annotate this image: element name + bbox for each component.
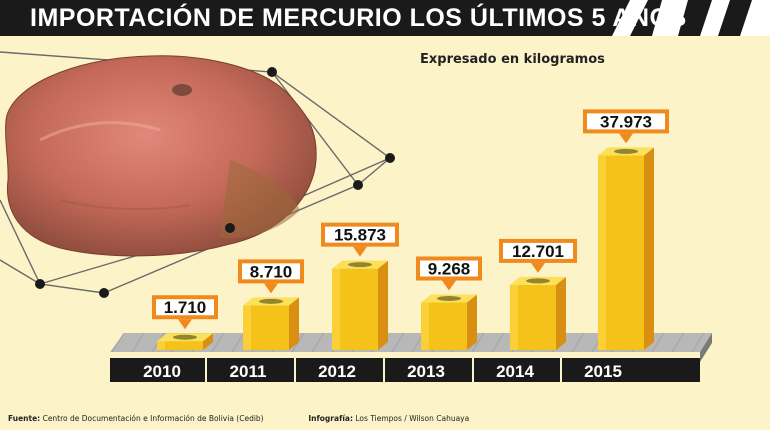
title-stripes-decoration (612, 0, 770, 36)
value-label-2015: 37.973 (583, 109, 669, 144)
footer: Fuente: Centro de Documentación e Inform… (8, 414, 469, 423)
credit-label: Infografía: (308, 414, 353, 423)
bar-2010 (157, 333, 213, 350)
year-label-2014: 2014 (496, 362, 534, 381)
chart-subtitle: Expresado en kilogramos (420, 52, 605, 67)
value-label-text: 12.701 (512, 242, 564, 261)
value-label-2012: 15.873 (321, 222, 399, 257)
mercury-ore-rock-illustration (5, 55, 317, 257)
bar-2014 (510, 276, 566, 350)
value-label-text: 15.873 (334, 226, 386, 245)
value-label-text: 9.268 (428, 260, 471, 279)
bar-2013 (421, 294, 477, 350)
chart-title: IMPORTACIÓN DE MERCURIO LOS ÚLTIMOS 5 AÑ… (30, 4, 687, 32)
value-label-text: 37.973 (600, 112, 652, 131)
value-label-2013: 9.268 (416, 256, 482, 291)
year-band (110, 358, 700, 382)
year-label-2013: 2013 (407, 362, 445, 381)
year-label-2011: 2011 (230, 362, 267, 381)
source-text: Centro de Documentación e Información de… (42, 414, 264, 423)
source-label: Fuente: (8, 414, 41, 423)
credit-text: Los Tiempos / Wilson Cahuaya (355, 414, 470, 423)
title-bar: IMPORTACIÓN DE MERCURIO LOS ÚLTIMOS 5 AÑ… (0, 0, 770, 36)
bar-2015 (598, 147, 654, 350)
value-label-2010: 1.710 (152, 295, 218, 330)
year-label-2012: 2012 (318, 362, 356, 381)
year-label-2010: 2010 (143, 362, 181, 381)
value-label-2014: 12.701 (499, 238, 577, 273)
bar-2012 (332, 260, 388, 350)
value-label-text: 1.710 (164, 298, 207, 317)
chart-platform-side (700, 333, 712, 362)
value-label-2011: 8.710 (238, 259, 304, 294)
year-label-2015: 2015 (584, 362, 622, 381)
bar-2011 (243, 297, 299, 350)
value-label-text: 8.710 (250, 262, 293, 281)
